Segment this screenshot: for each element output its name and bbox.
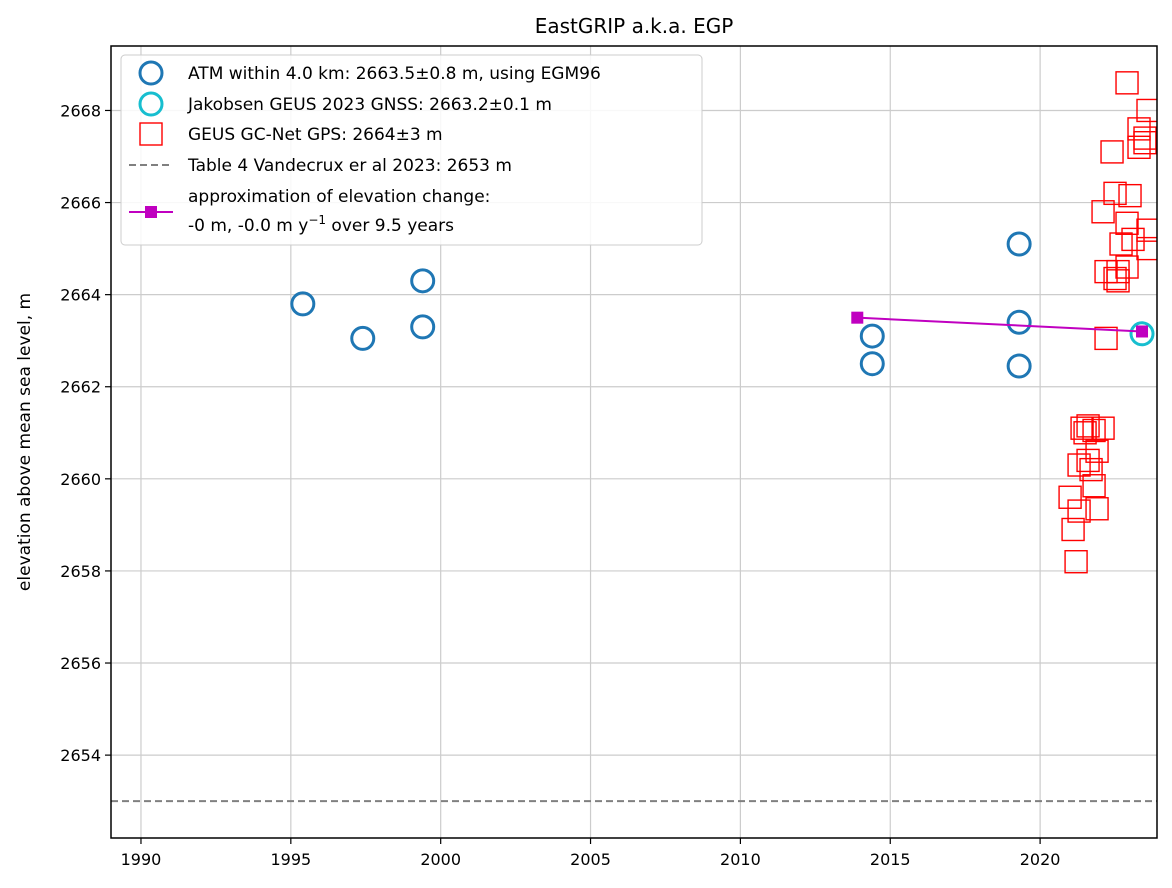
y-tick-label: 2662 [60,378,101,397]
plot-frame [110,45,1158,839]
gcnet-point [1100,140,1124,164]
gcnet-point [1067,499,1091,523]
atm-point [859,351,885,377]
legend-label-trend-line2: -0 m, -0.0 m y−1 over 9.5 years [188,213,454,236]
y-tick-label: 2656 [60,654,101,673]
legend-label-trend-line1: approximation of elevation change: [188,187,490,207]
legend-handle-jakobsen [138,91,164,117]
atm-point [290,291,316,317]
gcnet-point [1061,517,1085,542]
gcnet-point [1085,497,1109,521]
x-tick-label: 2015 [870,850,911,869]
gcnet-point [1136,218,1157,242]
gcnet-point [1091,200,1115,224]
trend-line-group [851,311,1149,338]
y-tick-label: 2660 [60,470,101,489]
gcnet-point [1079,457,1103,482]
gcnet-point [1136,236,1157,261]
gcnet-point [1103,266,1127,291]
atm-point [350,325,376,351]
trend-marker [851,311,864,324]
gcnet-point [1064,550,1088,574]
y-tick-label: 2658 [60,562,101,581]
gcnet-point [1106,269,1130,293]
series-atm [290,231,1032,379]
legend-handle-gcnet [139,122,163,146]
gcnet-point [1073,421,1097,445]
gcnet-point [1118,183,1142,208]
jakobsen-point [1129,321,1155,347]
gcnet-point [1121,227,1145,252]
trend-line [857,316,1143,333]
atm-point [410,314,436,340]
atm-point [1006,231,1032,257]
series-gcnet [1058,71,1157,574]
gcnet-point [1103,181,1127,206]
gcnet-point [1115,211,1139,235]
gcnet-point [1076,414,1100,438]
gcnet-point [1082,474,1106,498]
gcnet-point [1082,418,1106,443]
atm-point [410,268,436,294]
y-axis-label: elevation above mean sea level, m [15,293,35,591]
x-tick-label: 2010 [720,850,761,869]
gcnet-point [1133,130,1157,155]
legend-box [120,54,703,246]
chart-title: EastGRIP a.k.a. EGP [535,14,734,38]
gcnet-point [1109,232,1133,256]
atm-point [859,323,885,349]
x-tick-label: 1990 [121,850,162,869]
gcnet-point [1091,416,1115,440]
y-axis-ticks: 2654 2656 2658 2660 2662 2664 2666 2668 [60,101,111,765]
y-tick-label: 2668 [60,101,101,120]
gcnet-point [1058,485,1082,509]
gcnet-point [1070,416,1094,440]
gcnet-point [1094,326,1118,351]
legend: ATM within 4.0 km: 2663.5±0.8 m, using E… [120,54,703,246]
legend-label-trend-text: -0 m, -0.0 m y [188,216,308,236]
legend-handle-atm [138,60,164,86]
y-tick-label: 2666 [60,194,101,213]
legend-label-atm: ATM within 4.0 km: 2663.5±0.8 m, using E… [188,64,601,84]
legend-label-gcnet: GEUS GC-Net GPS: 2664±3 m [188,125,443,145]
y-tick-label: 2664 [60,286,101,305]
y-tick-label: 2654 [60,746,101,765]
legend-handle-trend-marker [145,206,157,218]
legend-label-trend-text-end: over 9.5 years [326,216,454,236]
legend-label-trend-superscript: −1 [308,213,326,227]
x-tick-label: 2000 [420,850,461,869]
gcnet-point [1127,117,1151,141]
atm-point [1006,353,1032,379]
legend-label-jakobsen: Jakobsen GEUS 2023 GNSS: 2663.2±0.1 m [187,95,552,115]
x-tick-label: 2005 [570,850,611,869]
x-axis-ticks: 1990 1995 2000 2005 2010 2015 2020 [121,838,1061,869]
x-tick-label: 1995 [270,850,311,869]
trend-marker [1136,325,1149,338]
x-tick-label: 2020 [1020,850,1061,869]
legend-label-table4: Table 4 Vandecrux er al 2023: 2653 m [187,156,512,176]
gcnet-point [1115,71,1139,95]
atm-point [1006,309,1032,335]
gcnet-point [1085,439,1109,463]
plot-content [111,71,1157,803]
gcnet-point [1076,448,1100,473]
gcnet-point [1136,98,1157,123]
gcnet-point [1127,135,1151,160]
series-jakobsen [1129,321,1155,347]
gcnet-point [1094,259,1118,284]
gcnet-point [1067,453,1091,477]
